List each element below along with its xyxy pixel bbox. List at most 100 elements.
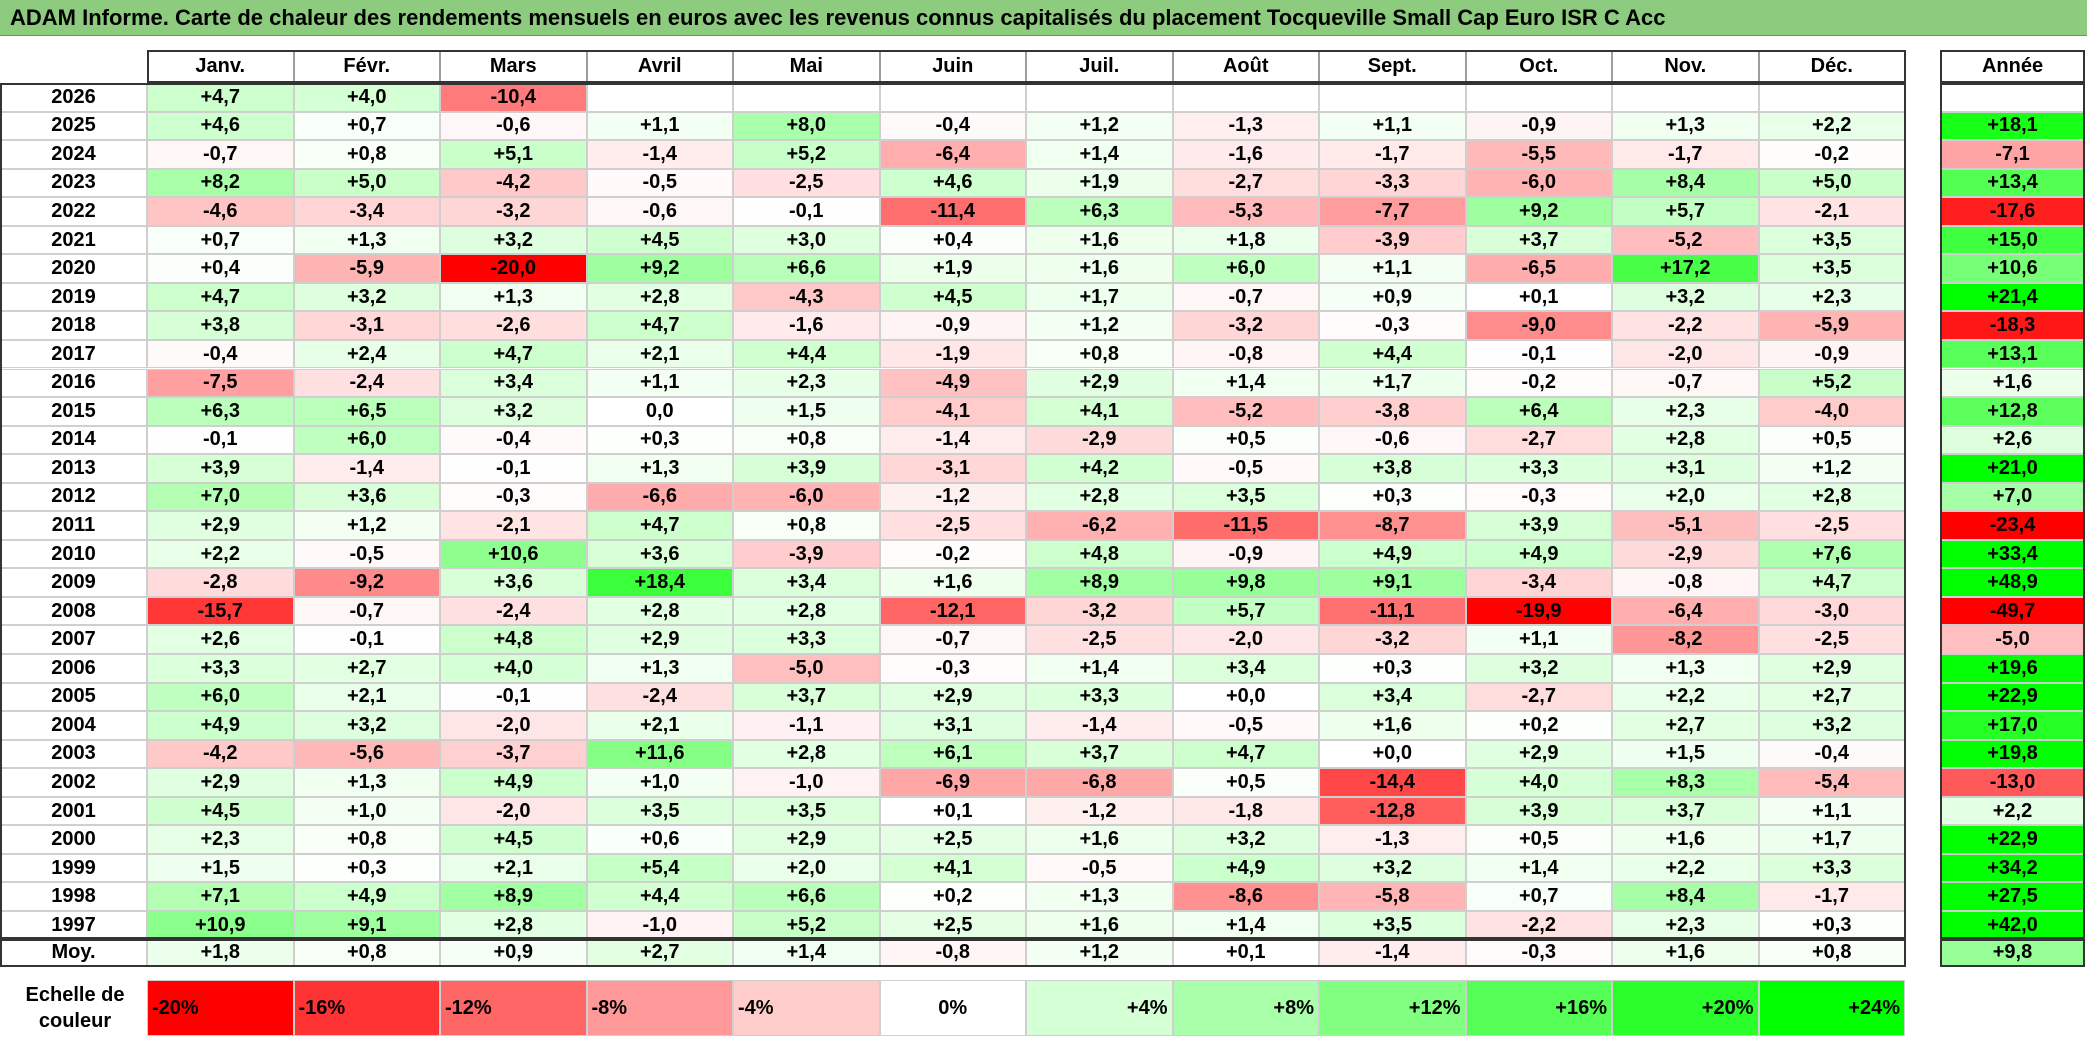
heatmap-cell: -0,9 — [1465, 111, 1612, 141]
heatmap-cell: -5,6 — [293, 739, 440, 769]
heatmap-cell: +2,9 — [733, 825, 880, 854]
annual-cell-2020: +10,6 — [1940, 254, 2085, 283]
heatmap-cell: +2,0 — [733, 853, 880, 883]
heatmap-cell: -2,4 — [586, 682, 733, 712]
heatmap-cell: +7,0 — [147, 482, 294, 512]
heatmap-cell: +2,4 — [293, 339, 440, 369]
year-label-2025: 2025 — [0, 111, 147, 141]
heatmap-cell: +7,1 — [147, 882, 294, 911]
heatmap-cell: +4,5 — [879, 282, 1026, 312]
heatmap-cell: -0,8 — [1172, 339, 1319, 369]
heatmap-cell: +3,3 — [1026, 682, 1173, 712]
heatmap-cell: +1,0 — [586, 768, 733, 797]
heatmap-cell: -5,8 — [1319, 882, 1466, 911]
heatmap-cell: +3,5 — [1172, 482, 1319, 512]
heatmap-cell: -0,3 — [440, 482, 587, 512]
heatmap-cell: +0,4 — [879, 225, 1026, 255]
heatmap-cell: -0,5 — [586, 168, 733, 198]
average-cell: +1,6 — [1612, 937, 1759, 967]
heatmap-cell: -2,1 — [1758, 197, 1905, 226]
heatmap-cell: +3,8 — [147, 311, 294, 340]
heatmap-cell: -3,1 — [879, 454, 1026, 483]
heatmap-cell: -1,7 — [1319, 140, 1466, 169]
heatmap-cell: +1,3 — [440, 282, 587, 312]
average-cell: +0,8 — [293, 937, 440, 967]
heatmap-cell: +2,2 — [1612, 682, 1759, 712]
heatmap-cell — [586, 83, 733, 112]
heatmap-cell: +1,1 — [1319, 111, 1466, 141]
heatmap-cell: -0,4 — [879, 111, 1026, 141]
heatmap-cell: -2,2 — [1465, 910, 1612, 940]
annual-cell-2006: +19,6 — [1940, 654, 2085, 683]
heatmap-cell: +2,1 — [586, 711, 733, 740]
heatmap-cell: -6,4 — [879, 140, 1026, 169]
heatmap-cell: +5,7 — [1612, 197, 1759, 226]
heatmap-cell: -0,5 — [1172, 454, 1319, 483]
year-label-2016: 2016 — [0, 368, 147, 398]
heatmap-cell: -0,1 — [440, 454, 587, 483]
heatmap-cell: +3,8 — [1319, 454, 1466, 483]
heatmap-cell: +2,5 — [879, 825, 1026, 854]
heatmap-cell: +1,1 — [1758, 796, 1905, 826]
heatmap-cell: +1,4 — [1172, 910, 1319, 940]
heatmap-cell: -1,1 — [733, 711, 880, 740]
heatmap-cell: -0,4 — [440, 425, 587, 455]
heatmap-cell: +9,2 — [586, 254, 733, 283]
heatmap-cell: +3,0 — [733, 225, 880, 255]
heatmap-cell: -8,2 — [1612, 625, 1759, 654]
average-cell: +0,8 — [1758, 937, 1905, 967]
year-label-2007: 2007 — [0, 625, 147, 654]
heatmap-cell — [1026, 83, 1173, 112]
heatmap-cell: +0,8 — [1026, 339, 1173, 369]
heatmap-cell — [1465, 83, 1612, 112]
annual-cell-2010: +33,4 — [1940, 539, 2085, 569]
heatmap-cell: -5,9 — [1758, 311, 1905, 340]
heatmap-cell: -4,3 — [733, 282, 880, 312]
heatmap-cell: +2,3 — [1612, 910, 1759, 940]
heatmap-cell: -2,5 — [1758, 511, 1905, 540]
year-label-2000: 2000 — [0, 825, 147, 854]
heatmap-cell: +5,2 — [733, 910, 880, 940]
annual-cell-2011: -23,4 — [1940, 511, 2085, 540]
annual-cell-2017: +13,1 — [1940, 339, 2085, 369]
heatmap-cell: -0,1 — [1465, 339, 1612, 369]
annual-cell-2003: +19,8 — [1940, 739, 2085, 769]
average-cell: +2,7 — [586, 937, 733, 967]
heatmap-cell: +0,7 — [293, 111, 440, 141]
heatmap-cell: +1,3 — [586, 454, 733, 483]
heatmap-cell: +1,2 — [1758, 454, 1905, 483]
annual-cell-2023: +13,4 — [1940, 168, 2085, 198]
heatmap-cell: +3,7 — [733, 682, 880, 712]
heatmap-cell: -1,7 — [1612, 140, 1759, 169]
heatmap-cell: +4,7 — [586, 311, 733, 340]
heatmap-cell: +1,2 — [293, 511, 440, 540]
heatmap-cell: +2,8 — [1758, 482, 1905, 512]
heatmap-cell: +0,8 — [293, 825, 440, 854]
heatmap-cell: -9,2 — [293, 568, 440, 597]
heatmap-cell: -4,6 — [147, 197, 294, 226]
heatmap-cell: +1,0 — [293, 796, 440, 826]
heatmap-cell: +1,1 — [1319, 254, 1466, 283]
heatmap-cell: +2,9 — [1026, 368, 1173, 398]
heatmap-cell: +6,4 — [1465, 397, 1612, 426]
heatmap-cell: +1,3 — [586, 654, 733, 683]
heatmap-cell: +4,6 — [147, 111, 294, 141]
heatmap-cell: +0,1 — [1465, 282, 1612, 312]
heatmap-cell: -0,7 — [1172, 282, 1319, 312]
heatmap-cell: +2,3 — [1758, 282, 1905, 312]
heatmap-cell: +3,5 — [586, 796, 733, 826]
heatmap-cell: -2,2 — [1612, 311, 1759, 340]
month-header-9: Sept. — [1319, 50, 1466, 82]
color-scale-stop: -4% — [733, 980, 880, 1036]
heatmap-cell: -0,1 — [440, 682, 587, 712]
heatmap-cell: +4,1 — [879, 853, 1026, 883]
month-header-5: Mai — [733, 50, 880, 82]
heatmap-cell: +1,2 — [1026, 311, 1173, 340]
heatmap-cell: -0,1 — [733, 197, 880, 226]
heatmap-cell: -4,1 — [879, 397, 1026, 426]
heatmap-cell: -2,5 — [879, 511, 1026, 540]
annual-cell-2002: -13,0 — [1940, 768, 2085, 797]
color-scale-stop: +24% — [1758, 980, 1905, 1036]
heatmap-cell: +1,6 — [1612, 825, 1759, 854]
